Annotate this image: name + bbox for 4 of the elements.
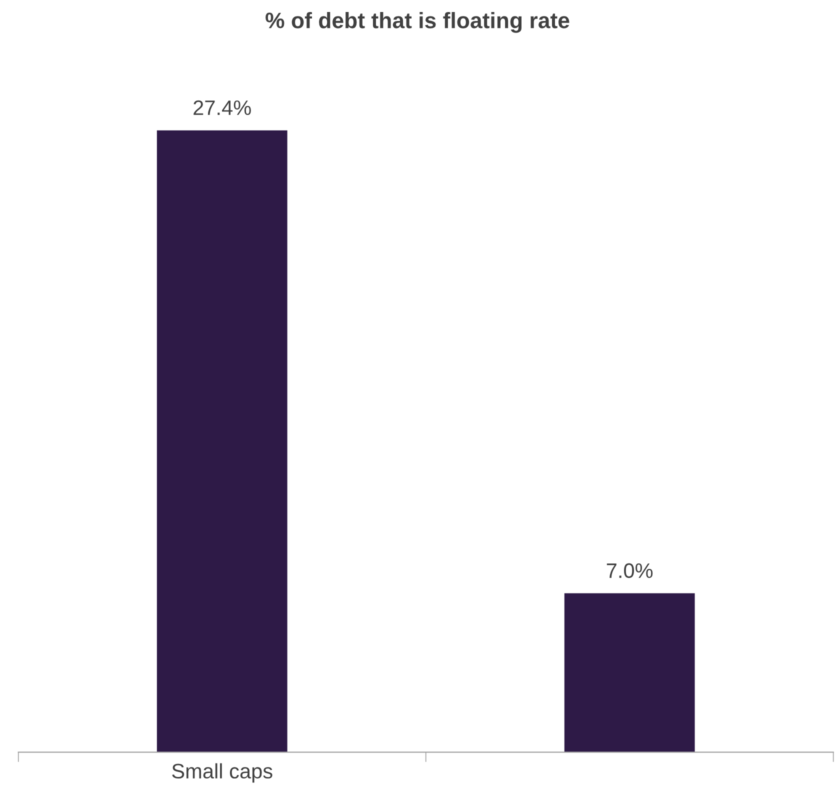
chart-title: % of debt that is floating rate xyxy=(266,12,570,33)
x-tick-label: Small caps xyxy=(172,763,272,783)
data-label: 7.0% xyxy=(606,563,653,578)
data-label: 27.4% xyxy=(194,100,251,116)
